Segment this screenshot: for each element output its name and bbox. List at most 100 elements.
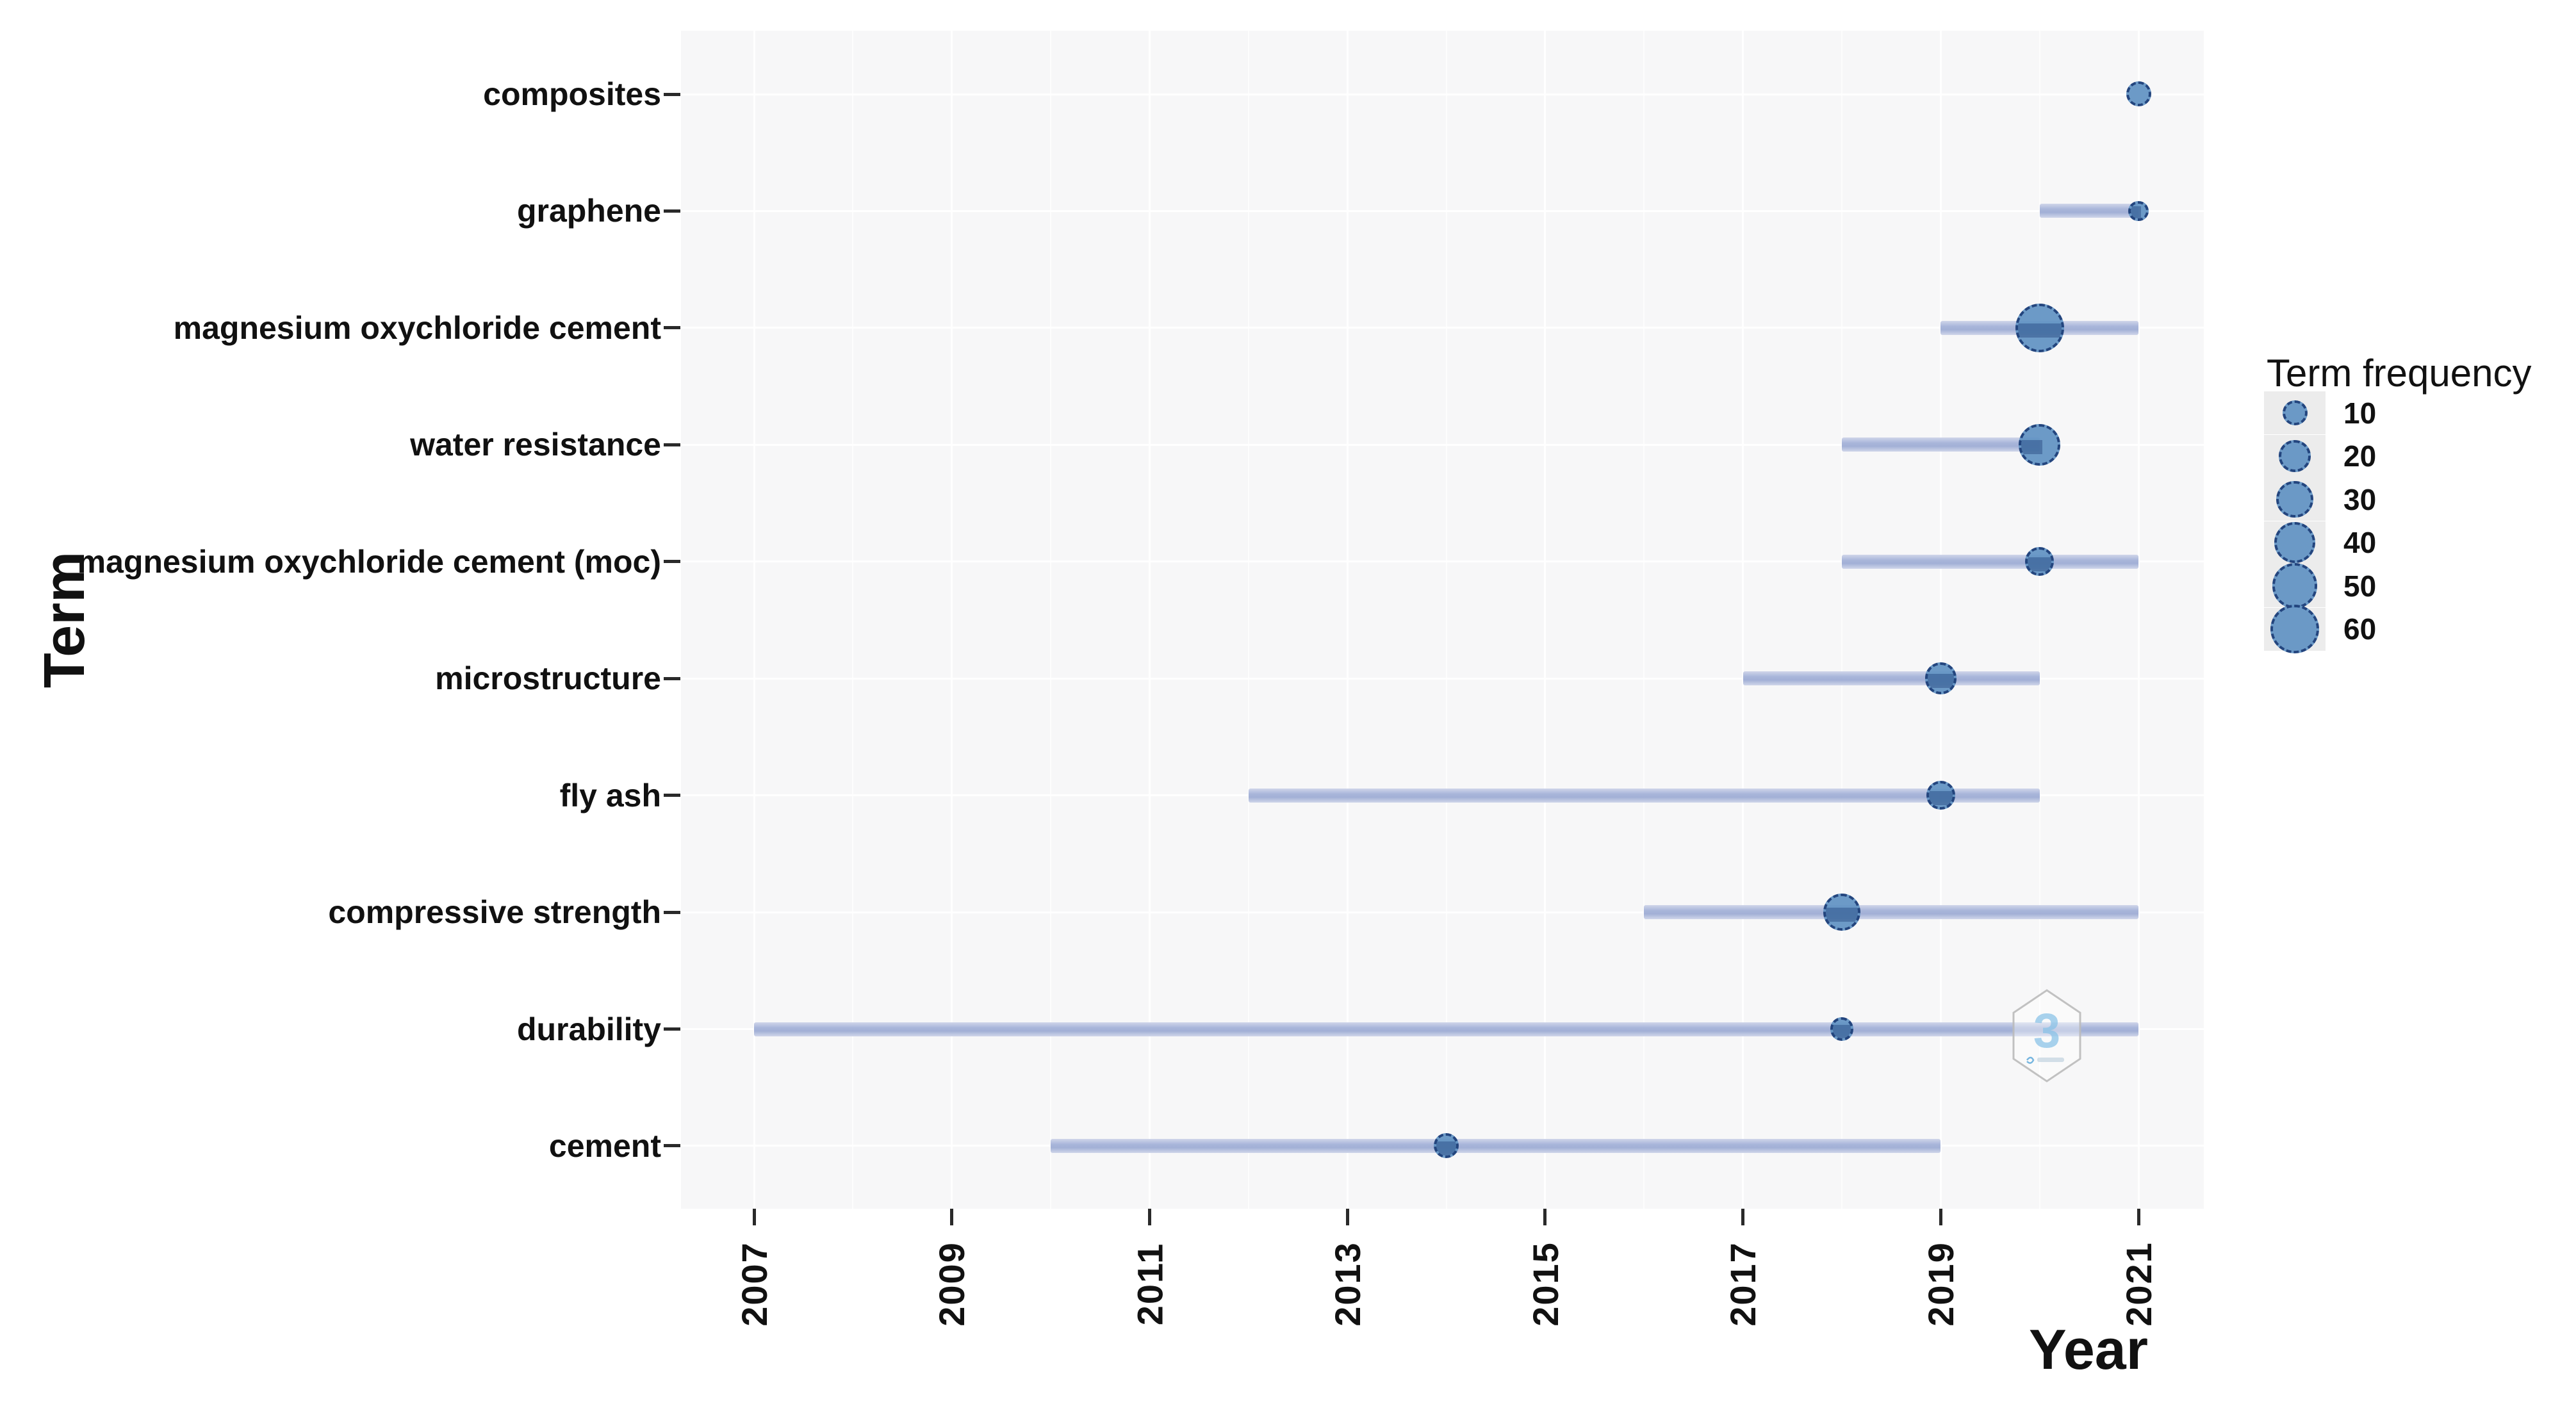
y-axis-term-label: compressive strength bbox=[328, 894, 661, 931]
legend-size-bubble bbox=[2274, 521, 2316, 564]
y-axis-term-label: composites bbox=[483, 76, 661, 112]
term-range-line bbox=[1248, 788, 2040, 803]
vertical-minor-gridline bbox=[1247, 31, 1249, 1209]
publisher-watermark: 3 bbox=[2012, 989, 2081, 1083]
x-axis-title: Year bbox=[2029, 1318, 2148, 1381]
vertical-minor-gridline bbox=[1445, 31, 1447, 1209]
horizontal-major-gridline bbox=[681, 327, 2204, 329]
term-frequency-bubble bbox=[2128, 200, 2149, 222]
x-axis-tick bbox=[950, 1209, 954, 1225]
y-axis-term-label: water resistance bbox=[410, 427, 661, 463]
legend-size-label: 20 bbox=[2343, 439, 2377, 473]
term-frequency-bubble bbox=[1830, 1017, 1854, 1041]
x-axis-year-label-text: 2009 bbox=[931, 1241, 972, 1327]
vertical-minor-gridline bbox=[1050, 31, 1052, 1209]
legend-size-bubble bbox=[2279, 440, 2311, 472]
vertical-minor-gridline bbox=[1643, 31, 1645, 1209]
x-axis-tick bbox=[2137, 1209, 2140, 1225]
term-range-line bbox=[1743, 671, 2040, 686]
vertical-minor-gridline bbox=[1841, 31, 1842, 1209]
legend-size-bubble bbox=[2282, 400, 2308, 425]
legend-size-label: 60 bbox=[2343, 612, 2377, 646]
y-axis-tick bbox=[664, 794, 680, 797]
y-axis-tick bbox=[664, 443, 680, 446]
y-axis-tick bbox=[664, 326, 680, 330]
vertical-minor-gridline bbox=[852, 31, 854, 1209]
y-axis-tick bbox=[664, 1144, 680, 1148]
x-axis-tick bbox=[752, 1209, 756, 1225]
legend-size-bubble bbox=[2270, 605, 2319, 653]
y-axis-term-label: graphene bbox=[516, 193, 661, 229]
horizontal-major-gridline bbox=[681, 911, 2204, 913]
x-axis-year-label: 2021 bbox=[2078, 1225, 2199, 1343]
legend-key-box bbox=[2264, 391, 2326, 434]
vertical-major-gridline bbox=[1346, 31, 1349, 1209]
term-frequency-bubble bbox=[1924, 662, 1957, 694]
vertical-major-gridline bbox=[1148, 31, 1151, 1209]
horizontal-major-gridline bbox=[681, 443, 2204, 446]
bubble-line-overlap-stripe bbox=[2017, 323, 2062, 338]
bubble-line-overlap-stripe bbox=[1927, 674, 1955, 689]
bubble-line-overlap-stripe bbox=[1928, 790, 1953, 805]
bubble-line-overlap-stripe bbox=[2028, 557, 2052, 571]
legend-key-box bbox=[2264, 434, 2326, 478]
watermark-glyph: 3 bbox=[2033, 1004, 2060, 1058]
horizontal-major-gridline bbox=[681, 209, 2204, 212]
vertical-minor-gridline bbox=[2039, 31, 2040, 1209]
x-axis-year-label: 2019 bbox=[1880, 1225, 2001, 1343]
horizontal-major-gridline bbox=[681, 560, 2204, 563]
term-range-line bbox=[1051, 1138, 1941, 1153]
bubble-line-overlap-stripe bbox=[1826, 908, 1858, 922]
legend-key-box bbox=[2264, 605, 2326, 653]
y-axis-tick bbox=[664, 910, 680, 914]
x-axis-year-label-text: 2011 bbox=[1129, 1242, 1170, 1326]
x-axis-year-label: 2007 bbox=[693, 1225, 815, 1343]
vertical-major-gridline bbox=[1939, 31, 1942, 1209]
y-axis-term-label: magnesium oxychloride cement bbox=[173, 309, 661, 346]
term-frequency-bubble bbox=[2025, 547, 2055, 576]
watermark-squiggle-icon bbox=[2026, 1056, 2035, 1064]
term-range-line bbox=[1841, 554, 2139, 569]
x-axis-year-label: 2015 bbox=[1484, 1225, 1606, 1343]
x-axis-year-label: 2017 bbox=[1682, 1225, 1804, 1343]
legend-size-label: 30 bbox=[2343, 482, 2377, 516]
x-axis-year-label: 2009 bbox=[891, 1225, 1013, 1343]
x-axis-tick bbox=[1345, 1209, 1349, 1225]
y-axis-term-label: microstructure bbox=[435, 660, 661, 697]
term-range-line bbox=[754, 1022, 2139, 1036]
term-frequency-bubble bbox=[2126, 81, 2151, 107]
bubble-line-overlap-stripe bbox=[1436, 1141, 1457, 1156]
x-axis-tick bbox=[1741, 1209, 1745, 1225]
vertical-major-gridline bbox=[753, 31, 755, 1209]
legend-key-box bbox=[2264, 563, 2326, 609]
term-frequency-bubble bbox=[1823, 894, 1860, 931]
y-axis-tick bbox=[664, 92, 680, 96]
term-range-line bbox=[1841, 437, 2040, 452]
horizontal-major-gridline bbox=[681, 93, 2204, 95]
x-axis-tick bbox=[1939, 1209, 1942, 1225]
x-axis-year-label: 2013 bbox=[1286, 1225, 1408, 1343]
term-frequency-bubble bbox=[1434, 1133, 1459, 1159]
bubble-line-overlap-stripe bbox=[1832, 1024, 1851, 1038]
legend-size-label: 40 bbox=[2343, 526, 2377, 559]
y-axis-tick bbox=[664, 1027, 680, 1031]
x-axis-year-label-text: 2007 bbox=[734, 1241, 775, 1327]
watermark-smalltext bbox=[2037, 1058, 2064, 1062]
y-axis-term-label: cement bbox=[548, 1127, 661, 1164]
legend-size-bubble bbox=[2276, 480, 2313, 518]
bubble-line-overlap-stripe bbox=[2021, 440, 2042, 455]
legend-size-label: 50 bbox=[2343, 569, 2377, 603]
term-frequency-bubble bbox=[1926, 781, 1955, 810]
term-range-line bbox=[1644, 905, 2139, 920]
vertical-major-gridline bbox=[1742, 31, 1744, 1209]
term-frequency-bubble bbox=[2015, 303, 2064, 352]
x-axis-tick bbox=[1543, 1209, 1547, 1225]
y-axis-term-label: durability bbox=[516, 1011, 661, 1047]
bubble-line-overlap-stripe bbox=[2131, 206, 2142, 219]
x-axis-year-label: 2011 bbox=[1088, 1225, 1210, 1343]
legend-key-box bbox=[2264, 478, 2326, 521]
legend-size-label: 10 bbox=[2343, 396, 2377, 430]
y-axis-term-label: fly ash bbox=[559, 777, 661, 813]
vertical-major-gridline bbox=[951, 31, 953, 1209]
